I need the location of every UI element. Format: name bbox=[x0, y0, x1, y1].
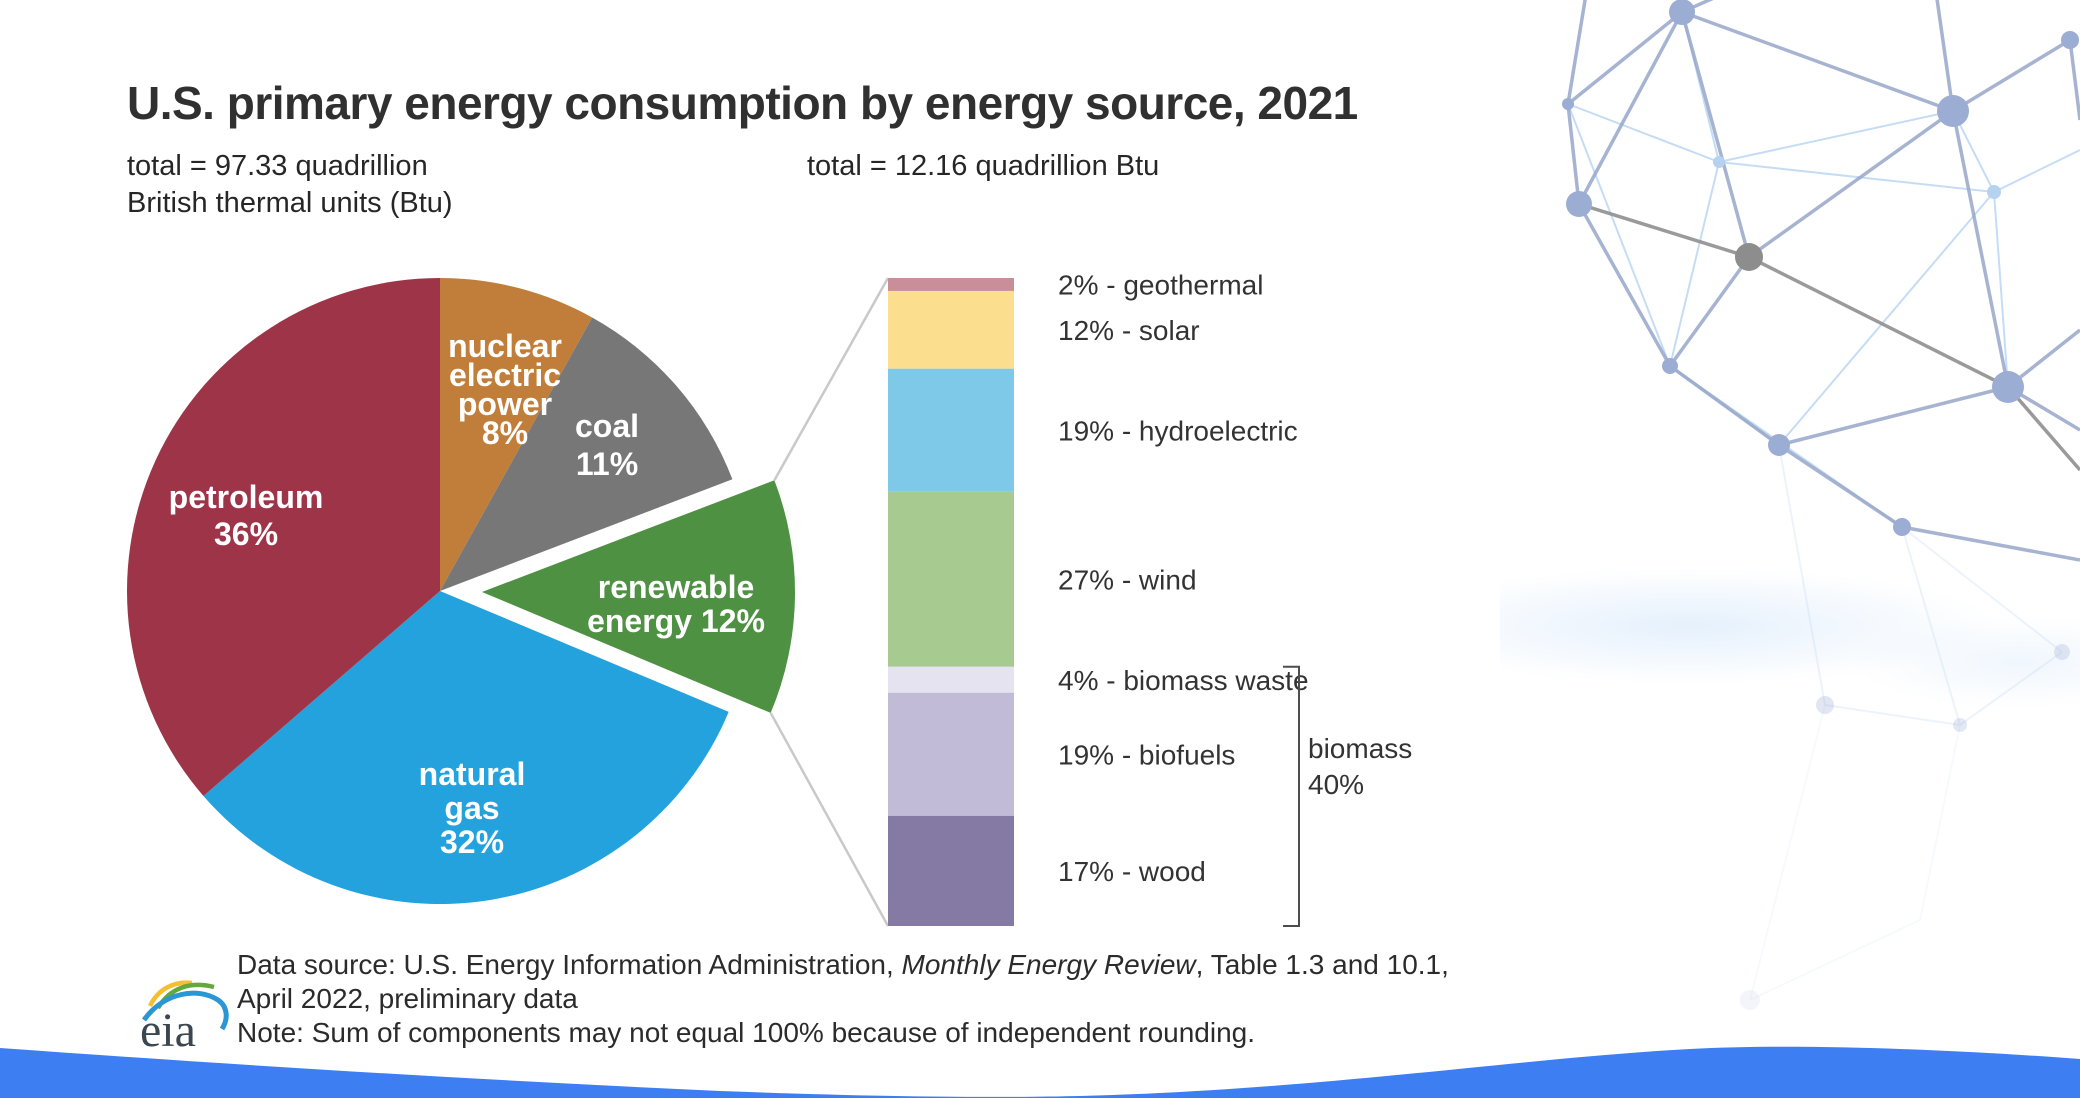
pie-label-coal-line2: 11% bbox=[576, 446, 638, 482]
pie-label-nuclear-electric-power-line1: nuclear bbox=[448, 328, 562, 364]
pie-slice-renewable-energy bbox=[482, 480, 795, 713]
pie-label-natural-gas-line3: 32% bbox=[440, 824, 504, 860]
bar-segment-biomass-waste bbox=[888, 666, 1014, 693]
pie-total-label: total = 97.33 quadrillion British therma… bbox=[127, 148, 453, 222]
mesh-nodes bbox=[1562, 0, 2079, 1010]
pie-label-nuclear-electric-power-line3: power bbox=[458, 386, 552, 422]
connector-line-top bbox=[773, 277, 890, 481]
footer-note: Data source: U.S. Energy Information Adm… bbox=[237, 948, 1449, 1050]
pie-slice-petroleum bbox=[126, 278, 440, 796]
source-text-post: , Table 1.3 and 10.1, bbox=[1195, 949, 1449, 980]
rounding-note: Note: Sum of components may not equal 10… bbox=[237, 1017, 1256, 1048]
wave-main-layer bbox=[0, 1046, 2080, 1098]
source-text-pre: Data source: U.S. Energy Information Adm… bbox=[237, 949, 902, 980]
pie-label-renewable-energy-line1: renewable bbox=[598, 569, 755, 605]
mesh-slate-links bbox=[1566, 0, 2080, 562]
biomass-bracket-label-line2: 40% bbox=[1308, 769, 1364, 800]
bar-segment-hydroelectric bbox=[888, 368, 1014, 492]
data-source-line2: April 2022, preliminary data bbox=[237, 983, 578, 1014]
bar-label-hydroelectric: 19% - hydroelectric bbox=[1058, 415, 1298, 446]
pie-total-line2: British thermal units (Btu) bbox=[127, 187, 453, 219]
pie-label-petroleum-line1: petroleum bbox=[169, 479, 324, 515]
network-mesh-decoration bbox=[1500, 0, 2080, 1010]
bar-label-biofuels: 19% - biofuels bbox=[1058, 739, 1235, 770]
bar-label-biomass-waste: 4% - biomass waste bbox=[1058, 665, 1309, 696]
bar-total-label: total = 12.16 quadrillion Btu bbox=[807, 150, 1160, 182]
pie-label-nuclear-electric-power-line2: electric bbox=[449, 357, 561, 393]
pie-slice-natural-gas bbox=[203, 591, 729, 905]
data-source-line1: Data source: U.S. Energy Information Adm… bbox=[237, 948, 1449, 982]
pie-label-coal-line1: coal bbox=[575, 408, 639, 444]
mesh-faint-links bbox=[1749, 444, 2063, 1001]
bar-segment-biofuels bbox=[888, 692, 1014, 816]
bar-label-wood: 17% - wood bbox=[1058, 856, 1206, 887]
mesh-lightblue-links bbox=[1567, 11, 2080, 528]
bar-label-wind: 27% - wind bbox=[1058, 564, 1197, 595]
pie-slice-nuclear-electric-power bbox=[440, 278, 593, 591]
wave-light-layer bbox=[1620, 1071, 2080, 1098]
pie-label-natural-gas-line2: gas bbox=[444, 790, 499, 826]
bar-segment-wind bbox=[888, 491, 1014, 667]
pie-slice-coal bbox=[440, 317, 733, 591]
source-text-italic: Monthly Energy Review bbox=[901, 949, 1196, 980]
pie-label-renewable-energy-line2: energy 12% bbox=[587, 603, 765, 639]
eia-logo-text: eia bbox=[140, 1004, 196, 1057]
eia-logo-swooshes bbox=[141, 980, 229, 1031]
bar-label-geothermal: 2% - geothermal bbox=[1058, 269, 1263, 300]
mesh-gray-links bbox=[1578, 202, 2080, 472]
page-title: U.S. primary energy consumption by energ… bbox=[127, 77, 1358, 129]
bar-label-solar: 12% - solar bbox=[1058, 315, 1200, 346]
pie-label-nuclear-electric-power-line4: 8% bbox=[482, 415, 528, 451]
soft-glow bbox=[1500, 568, 2000, 684]
pie-label-natural-gas-line1: natural bbox=[419, 756, 526, 792]
pie-label-petroleum-line2: 36% bbox=[214, 516, 278, 552]
bar-segment-wood bbox=[888, 815, 1014, 926]
biomass-bracket bbox=[1283, 665, 1300, 927]
eia-logo: eia bbox=[136, 976, 256, 1072]
bar-segment-geothermal bbox=[888, 278, 1014, 291]
pie-total-line1: total = 97.33 quadrillion bbox=[127, 150, 428, 182]
soft-glow-2 bbox=[1850, 616, 2080, 708]
biomass-bracket-label-line1: biomass bbox=[1308, 733, 1412, 764]
connector-line-bottom bbox=[769, 712, 890, 927]
bar-segment-solar bbox=[888, 290, 1014, 369]
